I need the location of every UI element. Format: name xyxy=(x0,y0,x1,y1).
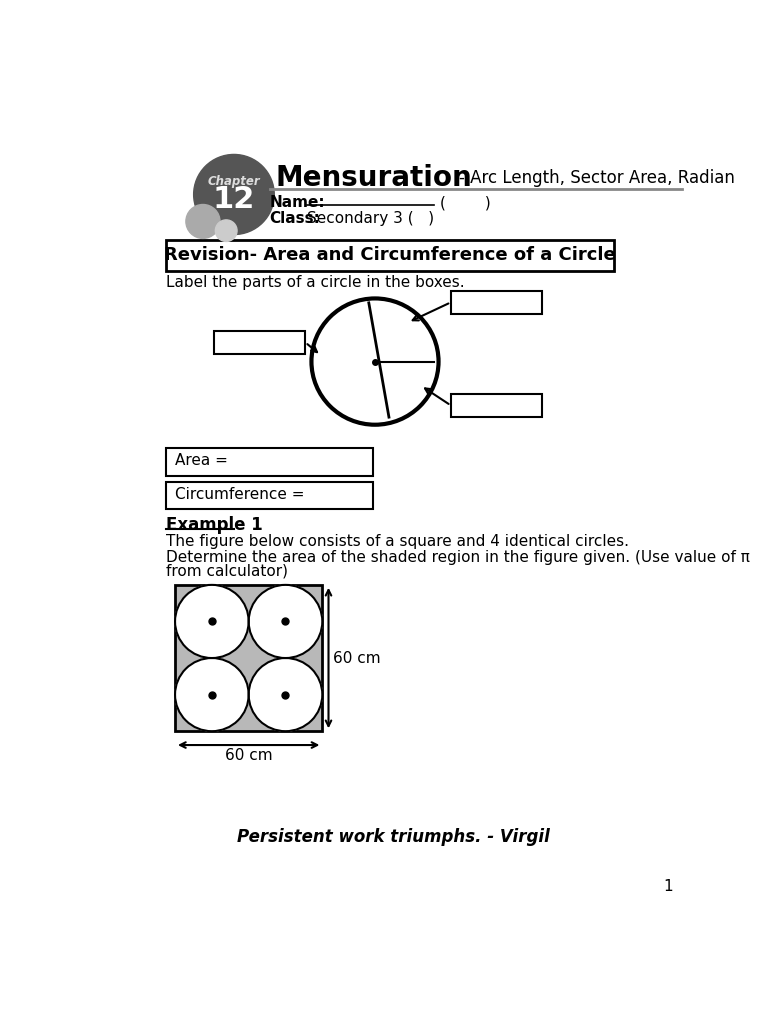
Text: Example 1: Example 1 xyxy=(166,516,263,534)
Text: 12: 12 xyxy=(213,185,255,214)
Text: 1: 1 xyxy=(663,880,673,894)
Text: Secondary 3 (   ): Secondary 3 ( ) xyxy=(306,211,434,226)
Bar xyxy=(175,585,323,731)
Text: Determine the area of the shaded region in the figure given. (Use value of π: Determine the area of the shaded region … xyxy=(166,550,750,564)
Bar xyxy=(451,394,542,417)
Text: Circumference =: Circumference = xyxy=(175,487,305,503)
Text: from calculator): from calculator) xyxy=(166,563,288,579)
Text: 60 cm: 60 cm xyxy=(333,650,381,666)
Circle shape xyxy=(194,155,274,234)
Text: Revision- Area and Circumference of a Circle: Revision- Area and Circumference of a Ci… xyxy=(164,246,616,263)
Text: Area =: Area = xyxy=(175,454,228,468)
Text: Mensuration: Mensuration xyxy=(276,164,472,193)
Text: Persistent work triumphs. - Virgil: Persistent work triumphs. - Virgil xyxy=(237,828,550,847)
Bar xyxy=(214,331,305,354)
Bar xyxy=(451,291,542,313)
Bar xyxy=(166,447,373,475)
Bar xyxy=(166,240,614,270)
Text: Class:: Class: xyxy=(270,211,320,226)
Circle shape xyxy=(175,658,249,731)
Circle shape xyxy=(249,658,323,731)
Circle shape xyxy=(175,585,249,658)
Circle shape xyxy=(186,205,220,239)
Text: 60 cm: 60 cm xyxy=(225,749,273,763)
Circle shape xyxy=(215,220,237,242)
Text: Chapter: Chapter xyxy=(207,175,260,187)
Text: - Arc Length, Sector Area, Radian: - Arc Length, Sector Area, Radian xyxy=(458,169,734,187)
Text: The figure below consists of a square and 4 identical circles.: The figure below consists of a square an… xyxy=(166,535,629,549)
Bar xyxy=(166,481,373,509)
Text: Name:: Name: xyxy=(270,196,325,211)
Text: Label the parts of a circle in the boxes.: Label the parts of a circle in the boxes… xyxy=(166,274,465,290)
Circle shape xyxy=(249,585,323,658)
Text: (        ): ( ) xyxy=(440,196,491,211)
